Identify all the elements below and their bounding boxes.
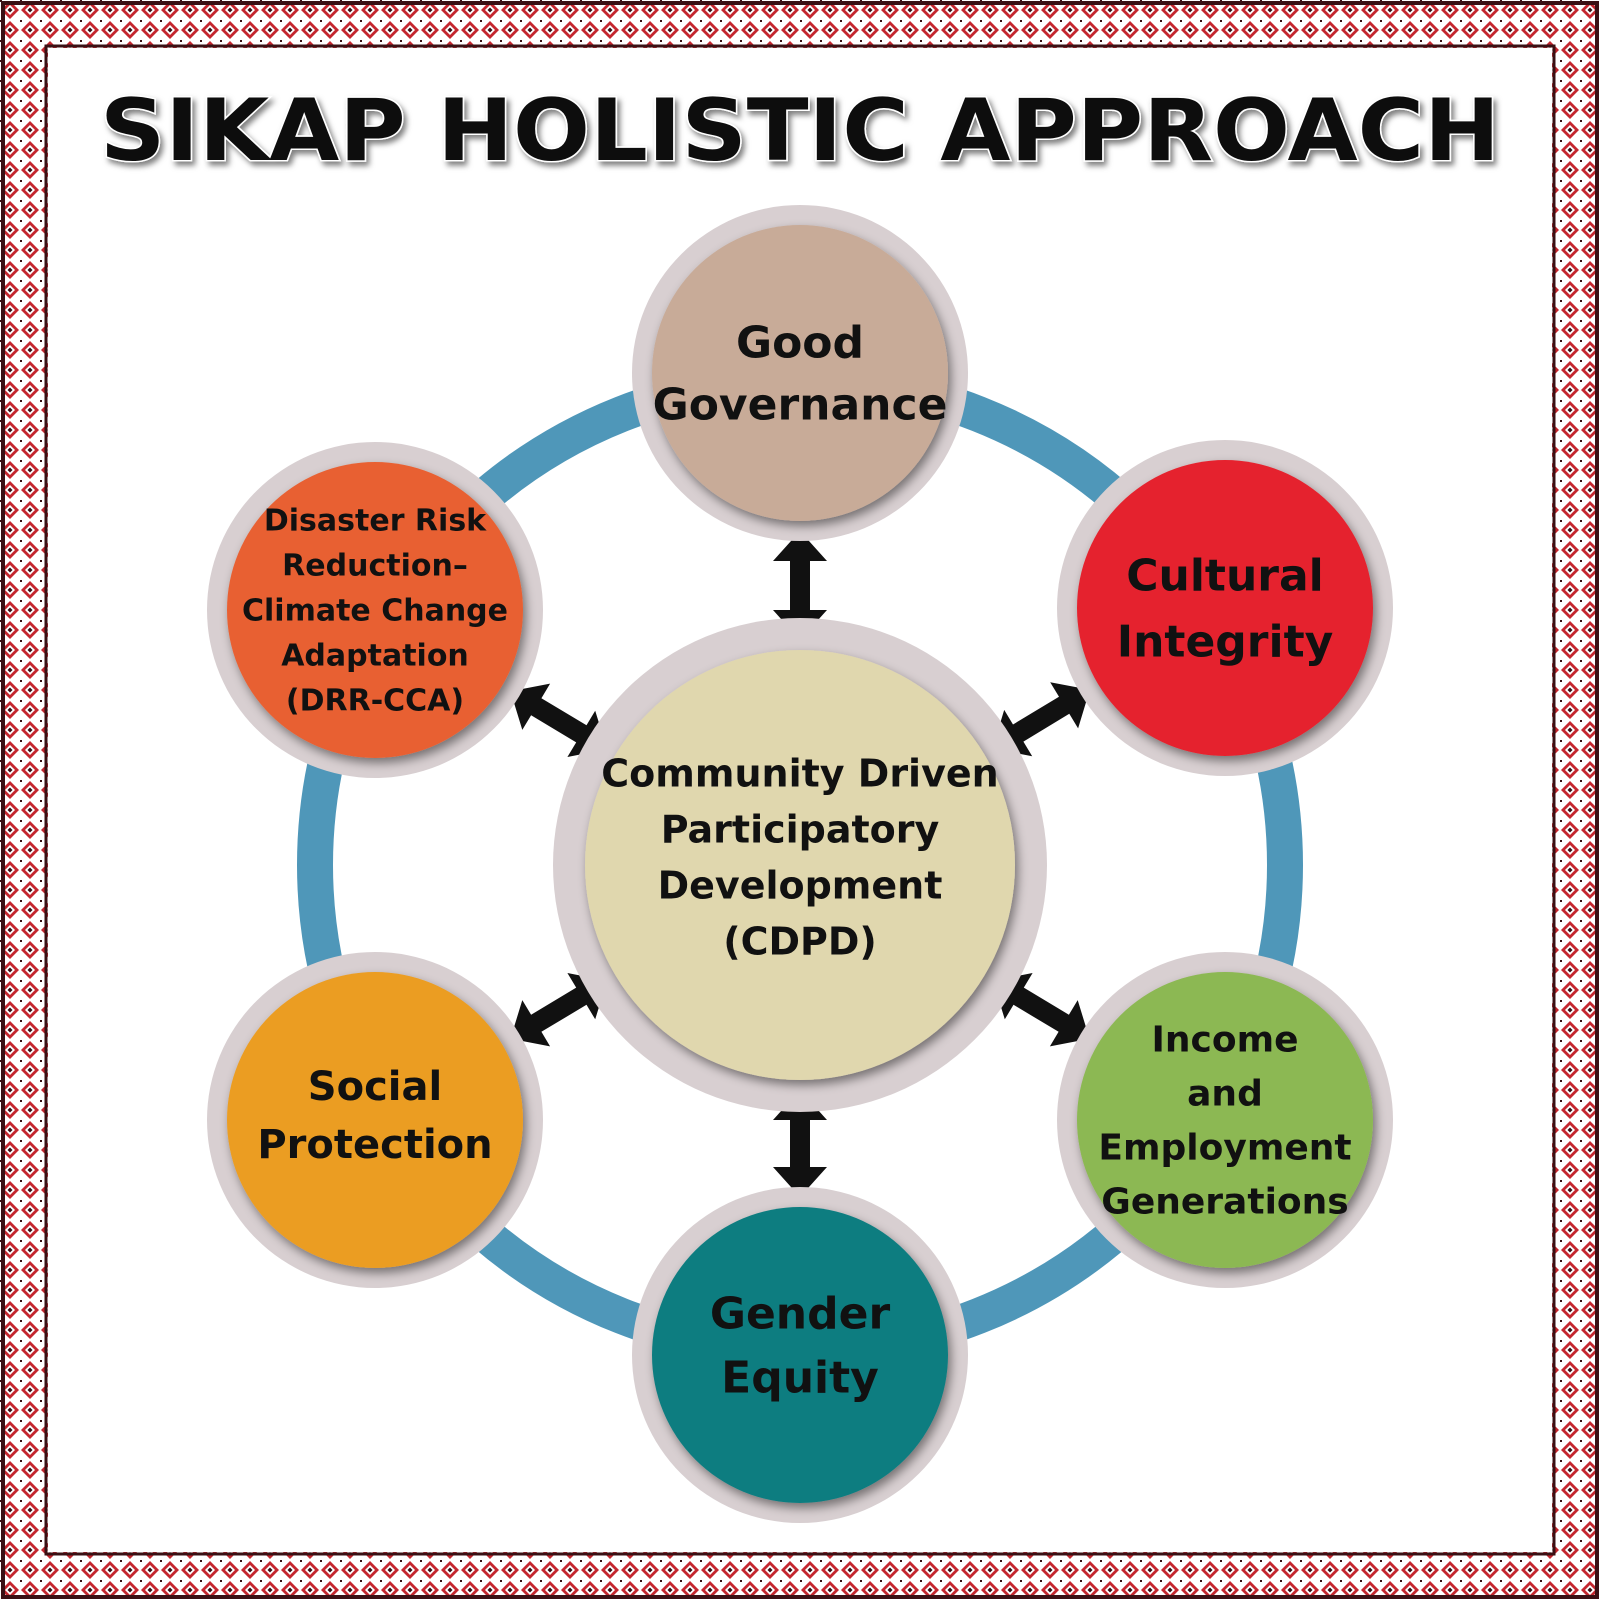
- arrow-cultural-integrity: [992, 682, 1090, 757]
- node-label-line: Good: [736, 317, 864, 368]
- node-label-line: (DRR-CCA): [286, 684, 464, 719]
- center-node: Community Driven Participatory Development…: [553, 618, 1047, 1112]
- node-circle: [1077, 972, 1373, 1268]
- node-label: Gender Equity: [710, 1288, 891, 1403]
- node-social-protection: Social Protection: [207, 952, 543, 1288]
- arrow-gender-equity: [773, 1090, 827, 1197]
- node-cultural-integrity: Cultural Integrity: [1057, 440, 1393, 776]
- node-label-line: Gender: [710, 1288, 891, 1339]
- node-label: Cultural Integrity: [1117, 550, 1334, 667]
- nodes: Good Governance Cultural Integrity Income and…: [207, 205, 1393, 1523]
- center-label-line: Participatory: [661, 807, 940, 851]
- node-circle: [652, 225, 948, 521]
- node-circle: [1077, 460, 1373, 756]
- page-title: SIKAP HOLISTIC APPROACH: [100, 81, 1500, 181]
- arrow-good-governance: [773, 531, 827, 640]
- node-label-line: Integrity: [1117, 616, 1334, 667]
- node-income-employment: Income and Employment Generations: [1057, 952, 1393, 1288]
- center-circle: [585, 650, 1015, 1080]
- node-label: Income and Employment Generations: [1098, 1020, 1351, 1223]
- node-circle: [227, 462, 523, 758]
- node-label: Disaster Risk Reduction– Climate Change Ada…: [242, 504, 508, 719]
- node-circle: [227, 972, 523, 1268]
- node-label-line: and: [1187, 1074, 1263, 1115]
- node-label-line: Employment: [1098, 1128, 1351, 1169]
- node-good-governance: Good Governance: [632, 205, 968, 541]
- node-drr-cca: Disaster Risk Reduction– Climate Change Ada…: [207, 442, 543, 778]
- node-label-line: Adaptation: [281, 639, 469, 674]
- node-circle: [652, 1207, 948, 1503]
- node-label-line: Reduction–: [282, 549, 468, 584]
- node-label-line: Disaster Risk: [264, 504, 487, 539]
- node-label: Social Protection: [257, 1064, 492, 1168]
- node-label-line: Protection: [257, 1122, 492, 1168]
- node-label-line: Income: [1151, 1020, 1298, 1061]
- center-label-line: Community Driven: [601, 751, 998, 795]
- node-label-line: Social: [308, 1064, 442, 1110]
- arrow-income-employment: [992, 973, 1090, 1047]
- arrow-social-protection: [510, 973, 608, 1047]
- center-label: Community Driven Participatory Development…: [601, 751, 998, 963]
- center-label-line: Development: [658, 863, 943, 907]
- arrows: [510, 531, 1090, 1197]
- node-gender-equity: Gender Equity: [632, 1187, 968, 1523]
- node-label-line: Governance: [653, 379, 948, 430]
- node-label-line: Equity: [721, 1352, 879, 1403]
- center-label-line: (CDPD): [723, 919, 877, 963]
- arrow-drr-cca: [510, 683, 608, 757]
- node-label: Good Governance: [653, 317, 948, 430]
- node-label-line: Cultural: [1126, 550, 1324, 601]
- node-label-line: Climate Change: [242, 594, 508, 629]
- node-label-line: Generations: [1101, 1182, 1348, 1223]
